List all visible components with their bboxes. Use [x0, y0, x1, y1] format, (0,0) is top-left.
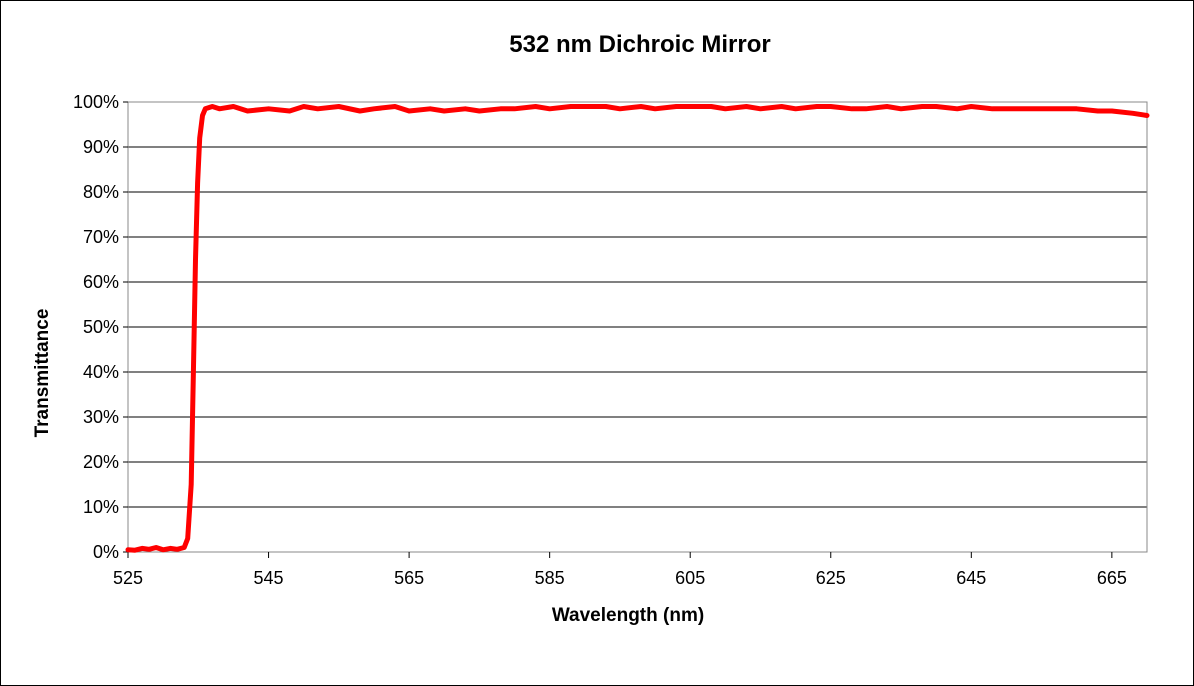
x-axis: 525 545 565 585 605 625 645 665 — [113, 552, 1127, 588]
x-tick-label: 645 — [956, 568, 986, 588]
x-tick-label: 585 — [535, 568, 565, 588]
y-tick-label: 70% — [83, 227, 119, 247]
y-tick-label: 0% — [93, 542, 119, 562]
x-tick-label: 625 — [816, 568, 846, 588]
y-tick-label: 90% — [83, 137, 119, 157]
y-tick-label: 10% — [83, 497, 119, 517]
x-axis-title: Wavelength (nm) — [552, 605, 704, 626]
x-tick-label: 565 — [394, 568, 424, 588]
y-tick-label: 30% — [83, 407, 119, 427]
x-tick-label: 665 — [1097, 568, 1127, 588]
y-tick-label: 40% — [83, 362, 119, 382]
y-axis: 0% 10% 20% 30% 40% 50% 60% 70% 80% 90% 100% — [73, 92, 128, 562]
y-tick-label: 80% — [83, 182, 119, 202]
y-axis-title: Transmittance — [32, 309, 53, 438]
y-tick-label: 100% — [73, 92, 119, 112]
gridlines — [128, 101, 1147, 553]
chart-title: 532 nm Dichroic Mirror — [509, 31, 770, 58]
x-tick-label: 545 — [254, 568, 284, 588]
x-tick-label: 605 — [675, 568, 705, 588]
series-line — [125, 104, 1150, 553]
x-tick-label: 525 — [113, 568, 143, 588]
y-tick-label: 20% — [83, 452, 119, 472]
y-tick-label: 60% — [83, 272, 119, 292]
y-tick-label: 50% — [83, 317, 119, 337]
